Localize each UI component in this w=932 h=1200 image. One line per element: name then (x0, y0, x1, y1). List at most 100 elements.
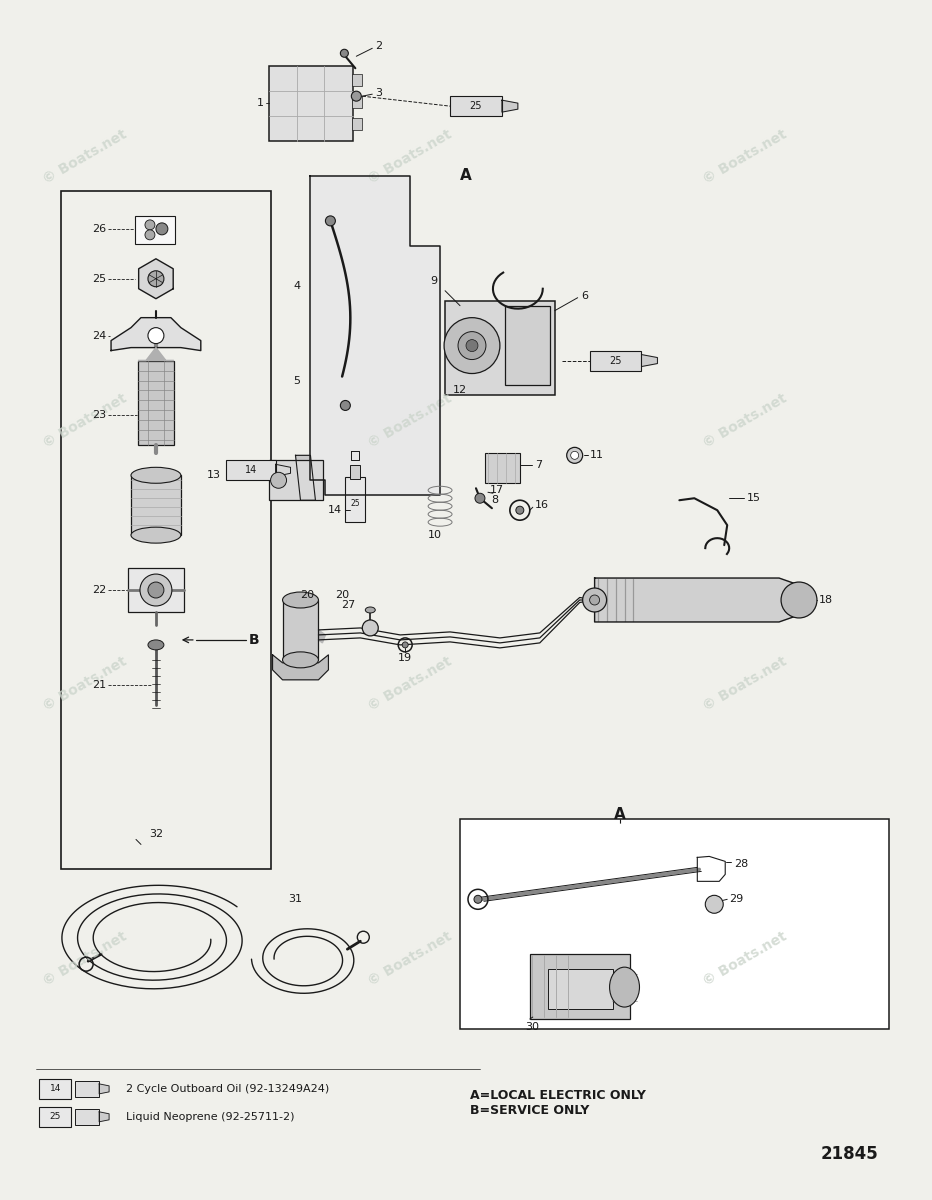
Text: 14: 14 (244, 466, 257, 475)
Bar (128, 568, 184, 612)
Circle shape (148, 271, 164, 287)
Polygon shape (502, 100, 518, 112)
Bar (135, 216, 175, 244)
Circle shape (363, 620, 378, 636)
Bar (75, 1109, 99, 1124)
Polygon shape (111, 318, 200, 350)
Text: A=LOCAL ELECTRIC ONLY
B=SERVICE ONLY: A=LOCAL ELECTRIC ONLY B=SERVICE ONLY (470, 1088, 646, 1117)
Bar (590, 350, 641, 371)
Text: 24: 24 (92, 331, 106, 341)
Text: 30: 30 (525, 1022, 539, 1032)
Polygon shape (697, 857, 725, 881)
Circle shape (570, 451, 579, 460)
Circle shape (474, 895, 482, 904)
Text: A: A (460, 168, 472, 184)
Circle shape (145, 230, 155, 240)
Ellipse shape (131, 527, 181, 544)
Text: 25: 25 (350, 499, 360, 508)
Polygon shape (276, 464, 291, 476)
Circle shape (145, 220, 155, 230)
Text: 32: 32 (149, 829, 163, 840)
Text: 10: 10 (428, 530, 442, 540)
Text: 6: 6 (582, 290, 589, 301)
Circle shape (458, 331, 486, 360)
Text: © Boats.net: © Boats.net (700, 930, 789, 989)
Circle shape (325, 216, 336, 226)
Bar (75, 1081, 99, 1097)
Text: © Boats.net: © Boats.net (41, 654, 130, 714)
Polygon shape (272, 655, 328, 680)
Circle shape (351, 91, 362, 101)
Polygon shape (641, 354, 657, 366)
Bar (39, 1079, 71, 1099)
Text: 19: 19 (398, 653, 412, 662)
Text: 2: 2 (376, 41, 382, 52)
Polygon shape (310, 176, 440, 496)
Bar (352, 118, 363, 130)
Text: 23: 23 (92, 410, 106, 420)
Text: © Boats.net: © Boats.net (41, 930, 130, 989)
Ellipse shape (365, 607, 376, 613)
Circle shape (340, 401, 350, 410)
Bar (226, 461, 276, 480)
Text: 20: 20 (300, 590, 315, 600)
Text: 4: 4 (294, 281, 300, 290)
Bar (445, 301, 555, 396)
Bar (352, 96, 363, 108)
Circle shape (706, 895, 723, 913)
Text: © Boats.net: © Boats.net (366, 391, 455, 450)
Text: 28: 28 (734, 859, 748, 869)
Bar (62, 191, 270, 869)
Circle shape (475, 493, 485, 503)
Text: 25: 25 (49, 1112, 61, 1121)
Text: 7: 7 (535, 461, 541, 470)
Text: 20: 20 (336, 590, 350, 600)
Circle shape (270, 473, 286, 488)
Bar (268, 66, 353, 142)
Text: © Boats.net: © Boats.net (700, 127, 789, 187)
Text: 14: 14 (49, 1085, 61, 1093)
Circle shape (148, 582, 164, 598)
Circle shape (567, 448, 582, 463)
Text: A: A (613, 808, 625, 822)
Ellipse shape (282, 652, 319, 668)
Text: 3: 3 (376, 88, 382, 98)
Circle shape (340, 49, 349, 58)
Text: © Boats.net: © Boats.net (366, 654, 455, 714)
Ellipse shape (282, 592, 319, 608)
Text: 27: 27 (341, 600, 355, 610)
Text: 9: 9 (430, 276, 437, 286)
Polygon shape (138, 348, 174, 360)
Polygon shape (315, 630, 325, 643)
Bar (138, 360, 174, 445)
Text: 11: 11 (590, 450, 604, 461)
Text: 25: 25 (470, 101, 482, 112)
Bar (505, 306, 550, 385)
Bar (268, 461, 323, 500)
Polygon shape (139, 259, 173, 299)
Text: 15: 15 (747, 493, 761, 503)
Text: © Boats.net: © Boats.net (41, 391, 130, 450)
Polygon shape (351, 451, 360, 461)
Circle shape (781, 582, 817, 618)
Text: 17: 17 (490, 485, 504, 496)
Text: 18: 18 (819, 595, 833, 605)
Polygon shape (295, 455, 315, 500)
Text: 31: 31 (289, 894, 303, 905)
Bar (39, 1106, 71, 1127)
Text: 16: 16 (535, 500, 549, 510)
Circle shape (515, 506, 524, 514)
Ellipse shape (131, 467, 181, 484)
Polygon shape (99, 1084, 109, 1094)
Text: Liquid Neoprene (92-25711-2): Liquid Neoprene (92-25711-2) (126, 1112, 295, 1122)
Circle shape (466, 340, 478, 352)
Ellipse shape (610, 967, 639, 1007)
Bar (485, 454, 520, 484)
Text: 2 Cycle Outboard Oil (92-13249A24): 2 Cycle Outboard Oil (92-13249A24) (126, 1084, 329, 1094)
Text: © Boats.net: © Boats.net (366, 127, 455, 187)
Circle shape (148, 328, 164, 343)
Bar (352, 74, 363, 86)
Bar (131, 475, 181, 535)
Text: 14: 14 (328, 505, 342, 515)
Text: 8: 8 (491, 496, 499, 505)
